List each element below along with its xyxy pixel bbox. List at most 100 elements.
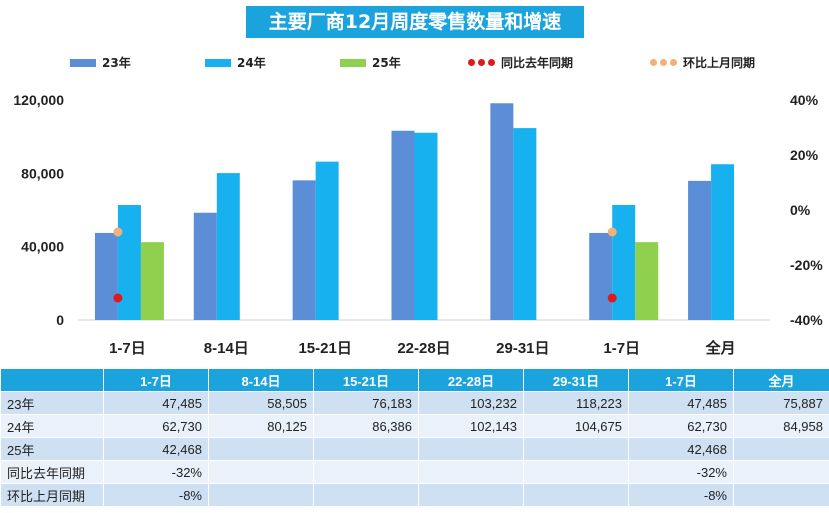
- table-row: 23年 47,485 58,505 76,183 103,232 118,223 47,48…: [0, 391, 829, 415]
- table-row: 环比上月同期 -8% -8%: [0, 483, 829, 507]
- point-mom: [113, 227, 123, 237]
- legend-swatch-25: [340, 58, 366, 67]
- legend-swatch-24: [205, 58, 231, 67]
- right-axis-tick-label: -40%: [790, 312, 823, 328]
- table-row-label: 25年: [0, 437, 104, 461]
- table-header-cell: [0, 368, 104, 392]
- legend-label-yoy: 同比去年同期: [501, 56, 574, 70]
- table-cell: [733, 437, 829, 461]
- table-cell: 102,143: [418, 414, 524, 438]
- bar-23: [589, 232, 613, 320]
- table-cell: [418, 460, 524, 484]
- right-axis-tick-label: 20%: [790, 147, 819, 163]
- x-axis-tick-label: 8-14日: [204, 340, 249, 357]
- data-table: 1-7日 8-14日 15-21日 22-28日 29-31日 1-7日 全月 23年 47,4…: [0, 368, 829, 507]
- table-header-cell: 1-7日: [103, 368, 209, 392]
- table-cell: -8%: [103, 483, 209, 507]
- legend-label-25: 25年: [372, 56, 401, 70]
- bar-25: [635, 242, 659, 320]
- table-cell: 84,958: [733, 414, 829, 438]
- left-axis-tick-label: 0: [56, 312, 64, 328]
- x-axis-tick-label: 全月: [705, 339, 736, 357]
- table-header-cell: 22-28日: [418, 368, 524, 392]
- right-axis-tick-label: 0%: [790, 202, 811, 218]
- bar-24: [315, 161, 339, 320]
- table-cell: [208, 460, 314, 484]
- table-header-cell: 1-7日: [628, 368, 734, 392]
- table-row-label: 同比去年同期: [0, 460, 104, 484]
- right-axis-tick-label: 40%: [790, 92, 819, 108]
- table-cell: 104,675: [523, 414, 629, 438]
- chart-canvas: 0 40,000 80,000 120,000 -40% -20% 0% 20% 40% 1-7日…: [13, 92, 823, 357]
- table-cell: 75,887: [733, 391, 829, 415]
- point-mom: [607, 227, 617, 237]
- x-axis-tick-label: 1-7日: [109, 340, 146, 357]
- left-axis-tick-label: 40,000: [21, 239, 64, 255]
- bar-23: [94, 232, 118, 320]
- x-axis-tick-label: 15-21日: [298, 340, 351, 357]
- table-cell: [733, 460, 829, 484]
- bar-24: [612, 204, 636, 320]
- bar-24: [117, 204, 141, 320]
- table-row: 25年 42,468 42,468: [0, 437, 829, 461]
- left-axis-tick-label: 80,000: [21, 165, 64, 181]
- table-row-label: 23年: [0, 391, 104, 415]
- bar-23: [391, 130, 415, 320]
- legend-swatch-23: [70, 58, 96, 67]
- table-cell: [313, 483, 419, 507]
- table-cell: 80,125: [208, 414, 314, 438]
- legend-marker-yoy: [468, 59, 495, 66]
- table-cell: -32%: [628, 460, 734, 484]
- table-cell: [418, 483, 524, 507]
- table-cell: -8%: [628, 483, 734, 507]
- x-axis-tick-label: 22-28日: [397, 340, 450, 357]
- table-cell: [313, 437, 419, 461]
- x-axis-tick-label: 1-7日: [603, 340, 640, 357]
- table-cell: 76,183: [313, 391, 419, 415]
- point-yoy: [113, 293, 123, 303]
- table-cell: [208, 437, 314, 461]
- table-cell: [418, 437, 524, 461]
- table-row-label: 环比上月同期: [0, 483, 104, 507]
- left-axis-tick-label: 120,000: [13, 92, 64, 108]
- table-cell: 103,232: [418, 391, 524, 415]
- table-cell: 58,505: [208, 391, 314, 415]
- table-cell: [208, 483, 314, 507]
- table-cell: 42,468: [103, 437, 209, 461]
- legend-item-23: 23年: [70, 54, 131, 71]
- legend-label-mom: 环比上月同期: [683, 56, 756, 70]
- table-header-cell: 全月: [733, 368, 829, 392]
- table-cell: [313, 460, 419, 484]
- legend-label-23: 23年: [102, 56, 131, 70]
- legend-item-24: 24年: [205, 54, 266, 71]
- bar-24: [216, 173, 240, 320]
- table-header-cell: 8-14日: [208, 368, 314, 392]
- table-cell: [523, 460, 629, 484]
- bar-23: [688, 180, 712, 320]
- chart-title: 主要厂商12月周度零售数量和增速: [246, 6, 584, 38]
- right-axis-tick-label: -20%: [790, 257, 823, 273]
- table-row: 24年 62,730 80,125 86,386 102,143 104,675 62,73…: [0, 414, 829, 438]
- legend-item-25: 25年: [340, 54, 401, 71]
- table-cell: 42,468: [628, 437, 734, 461]
- table-cell: 86,386: [313, 414, 419, 438]
- bar-25: [140, 242, 164, 320]
- bar-23: [292, 180, 316, 320]
- table-header-cell: 15-21日: [313, 368, 419, 392]
- table-cell: [523, 437, 629, 461]
- bar-23: [193, 212, 217, 320]
- point-yoy: [607, 293, 617, 303]
- table-header-cell: 29-31日: [523, 368, 629, 392]
- legend-marker-mom: [650, 59, 677, 66]
- legend-item-yoy: 同比去年同期: [468, 54, 573, 71]
- table-row: 同比去年同期 -32% -32%: [0, 460, 829, 484]
- table-cell: 118,223: [523, 391, 629, 415]
- table-row-label: 24年: [0, 414, 104, 438]
- table-cell: [733, 483, 829, 507]
- legend-item-mom: 环比上月同期: [650, 54, 755, 71]
- bar-24: [414, 132, 438, 320]
- bar-23: [490, 103, 514, 320]
- bar-24: [711, 164, 735, 320]
- chart-legend: 23年 24年 25年 同比去年同期 环比上月同期: [0, 54, 829, 74]
- bar-24: [513, 128, 537, 320]
